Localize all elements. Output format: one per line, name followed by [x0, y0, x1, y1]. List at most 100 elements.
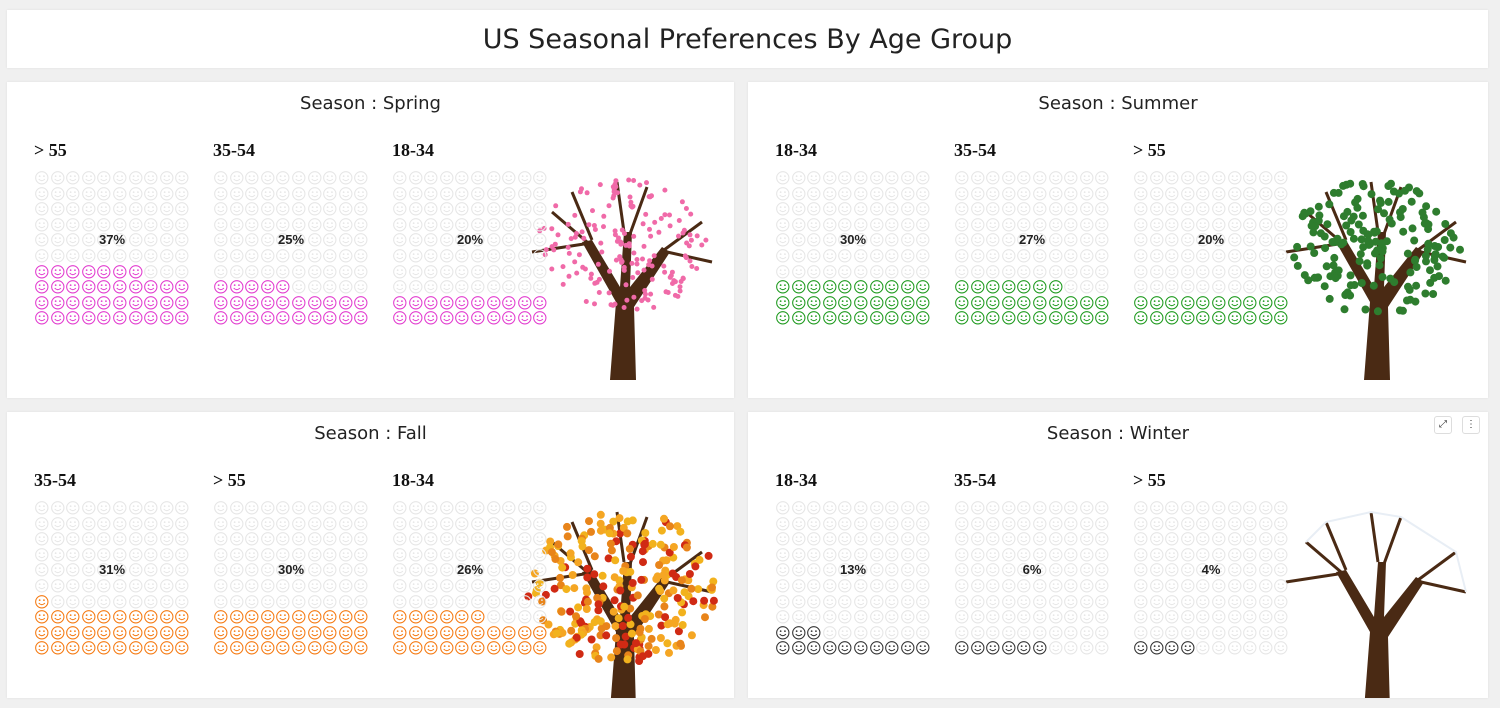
smiley-icon-filled: [471, 625, 485, 640]
leaf: [1346, 291, 1355, 300]
smiley-icon-empty: [1149, 186, 1164, 201]
smiley-icon-empty: [822, 625, 837, 640]
leaf: [674, 627, 683, 636]
smiley-icon-empty: [986, 264, 1000, 279]
leaf: [1435, 272, 1443, 281]
smiley-icon-empty: [970, 501, 985, 515]
smiley-icon-empty: [885, 516, 899, 531]
leaf: [632, 639, 640, 648]
leaf: [637, 182, 643, 188]
leaf: [626, 620, 635, 629]
smiley-icon-empty: [986, 594, 1000, 609]
more-options-icon[interactable]: ⋮: [1462, 416, 1480, 434]
leaf: [1355, 257, 1364, 266]
smiley-icon-empty: [502, 171, 516, 185]
smiley-icon-empty: [1149, 579, 1164, 593]
leaf: [583, 573, 592, 582]
expand-icon[interactable]: ⤢: [1434, 416, 1452, 434]
smiley-icon-filled: [776, 295, 790, 310]
smiley-icon-filled: [455, 295, 469, 310]
smiley-icon-filled: [807, 311, 821, 325]
smiley-icon-empty: [97, 202, 111, 216]
smiley-icon-empty: [159, 217, 174, 232]
smiley-icon-empty: [159, 264, 174, 279]
smiley-icon-filled: [35, 625, 49, 640]
smiley-icon-empty: [97, 516, 111, 531]
smiley-icon-empty: [900, 233, 915, 247]
leaf: [651, 253, 657, 259]
leaf: [627, 194, 633, 200]
smiley-icon-empty: [1243, 186, 1257, 201]
smiley-icon-empty: [1258, 547, 1273, 562]
smiley-icon-empty: [1227, 532, 1242, 546]
smiley-icon-filled: [1165, 295, 1179, 310]
smiley-icon-empty: [424, 202, 438, 216]
smiley-icon-empty: [439, 171, 454, 185]
leaf: [570, 584, 579, 593]
leaf: [614, 614, 623, 623]
smiley-icon-empty: [791, 579, 806, 593]
smiley-icon-empty: [1243, 641, 1257, 655]
smiley-icon-empty: [869, 264, 884, 279]
smiley-icon-filled: [408, 311, 423, 325]
smiley-icon-empty: [424, 249, 438, 263]
leaf: [583, 299, 589, 304]
smiley-icon-empty: [1033, 579, 1047, 593]
smiley-icon-empty: [66, 547, 80, 562]
leaf: [703, 237, 709, 243]
smiley-icon-empty: [1149, 501, 1164, 515]
smiley-icon-empty: [986, 625, 1000, 640]
smiley-icon-filled: [517, 311, 532, 325]
smiley-icon-empty: [807, 532, 821, 546]
smiley-icon-empty: [276, 547, 290, 562]
leaf: [662, 187, 668, 193]
smiley-icon-empty: [1243, 532, 1257, 546]
leaf: [628, 579, 637, 587]
smiley-icon-empty: [776, 171, 790, 185]
smiley-icon-empty: [1017, 625, 1031, 640]
smiley-icon-empty: [916, 532, 930, 546]
smiley-icon-empty: [276, 594, 290, 609]
smiley-icon-empty: [486, 217, 501, 232]
leaf: [660, 514, 668, 523]
leaf: [639, 558, 647, 567]
leaf: [665, 648, 673, 657]
smiley-icon-empty: [128, 171, 143, 185]
smiley-icon-filled: [175, 311, 189, 325]
smiley-icon-filled: [175, 641, 189, 655]
smiley-icon-empty: [791, 516, 806, 531]
smiley-icon-empty: [408, 501, 423, 515]
smiley-icon-empty: [159, 501, 174, 515]
smiley-icon-filled: [81, 610, 96, 624]
smiley-icon-empty: [1134, 625, 1148, 640]
smiley-icon-empty: [214, 171, 228, 185]
smiley-icon-empty: [1274, 594, 1288, 609]
smiley-icon-empty: [1048, 217, 1063, 232]
smiley-icon-empty: [1048, 610, 1063, 624]
smiley-icon-filled: [214, 280, 228, 294]
leaf: [555, 232, 561, 238]
smiley-icon-empty: [955, 516, 969, 531]
smiley-icon-empty: [292, 233, 306, 247]
smiley-icon-empty: [1033, 217, 1047, 232]
smiley-icon-empty: [1180, 501, 1195, 515]
smiley-icon-empty: [175, 594, 189, 609]
smiley-icon-empty: [159, 563, 174, 577]
smiley-icon-empty: [916, 202, 930, 216]
smiley-icon-filled: [776, 625, 790, 640]
smiley-icon-empty: [1274, 579, 1288, 593]
smiley-icon-empty: [1165, 264, 1179, 279]
leaf: [1320, 232, 1329, 241]
smiley-icon-filled: [128, 264, 143, 279]
smiley-icon-empty: [214, 516, 228, 531]
smiley-icon-filled: [1017, 641, 1031, 655]
smiley-icon-empty: [214, 563, 228, 577]
leaf: [1389, 187, 1398, 196]
leaf: [1415, 189, 1424, 198]
smiley-icon-empty: [1134, 264, 1148, 279]
smiley-icon-empty: [455, 594, 469, 609]
leaf: [1351, 198, 1360, 207]
smiley-icon-empty: [1064, 625, 1078, 640]
leaf: [604, 554, 613, 563]
smiley-icon-empty: [869, 217, 884, 232]
